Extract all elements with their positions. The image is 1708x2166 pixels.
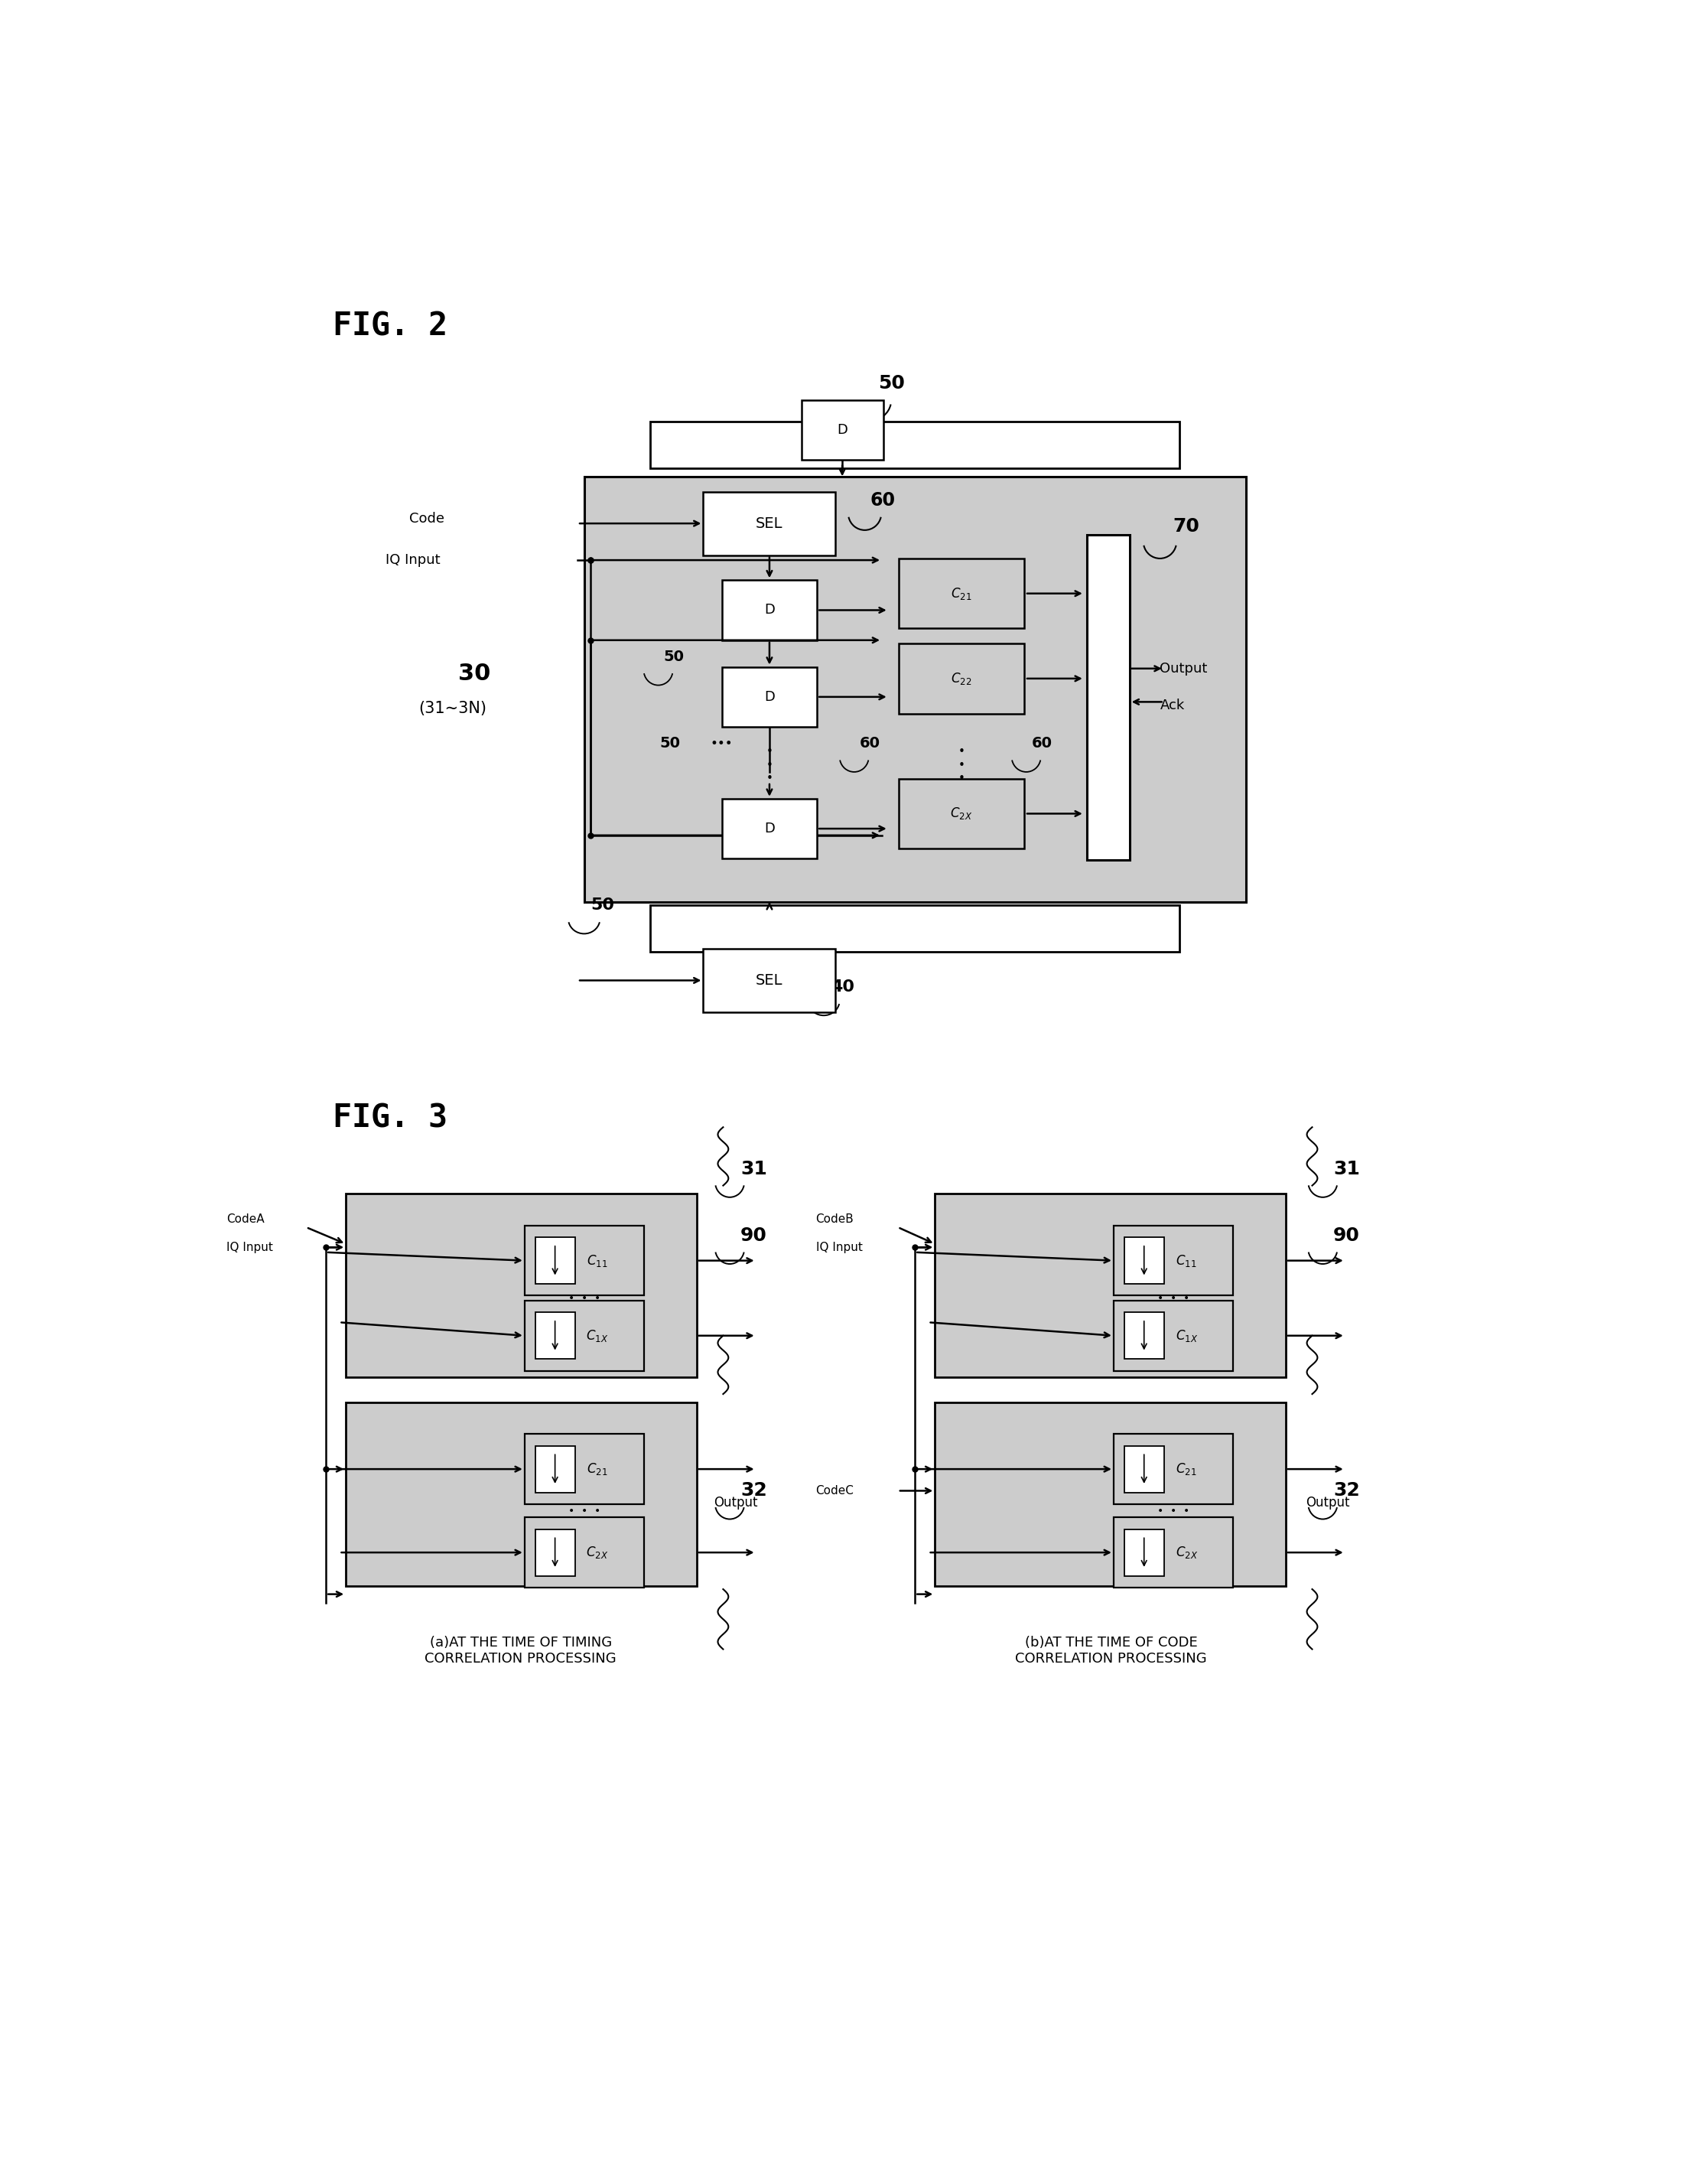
Text: D: D (763, 691, 775, 704)
Bar (1124, 1237, 1163, 1284)
Bar (722, 799, 816, 858)
Text: $C_{1X}$: $C_{1X}$ (1175, 1328, 1197, 1343)
Text: •  •  •: • • • (569, 1505, 600, 1516)
Text: 30: 30 (458, 663, 490, 684)
Bar (651, 422, 1180, 468)
Text: •  •  •: • • • (569, 1293, 600, 1304)
Bar (524, 1518, 644, 1588)
Text: FIG. 2: FIG. 2 (333, 310, 447, 342)
Text: $C_{21}$: $C_{21}$ (588, 1462, 608, 1477)
Text: •: • (767, 747, 772, 758)
Bar (1124, 1529, 1163, 1577)
Bar (801, 401, 883, 459)
Bar (934, 1193, 1286, 1378)
Bar (704, 492, 835, 554)
Text: CodeB: CodeB (816, 1213, 854, 1224)
Text: 40: 40 (810, 492, 834, 509)
Text: Ack: Ack (1160, 697, 1185, 713)
Text: FIG. 3: FIG. 3 (333, 1102, 447, 1135)
Text: •: • (958, 773, 965, 784)
Bar (535, 1237, 576, 1284)
Text: Output: Output (714, 1495, 758, 1510)
Bar (524, 1434, 644, 1503)
Bar (1114, 1434, 1233, 1503)
Text: Output: Output (1160, 661, 1208, 676)
Text: $C_{22}$: $C_{22}$ (951, 671, 972, 687)
Text: CodeA: CodeA (227, 1213, 265, 1224)
Text: D: D (837, 422, 847, 438)
Text: $C_{2X}$: $C_{2X}$ (950, 806, 972, 821)
Bar (898, 643, 1025, 713)
Bar (704, 949, 835, 1012)
Bar (345, 1401, 697, 1586)
Text: Code: Code (410, 511, 444, 526)
Text: IQ Input: IQ Input (816, 1241, 863, 1252)
Text: •: • (767, 760, 772, 771)
Text: 40: 40 (830, 979, 854, 994)
Text: IQ Input: IQ Input (386, 552, 441, 567)
Text: 70: 70 (1173, 518, 1199, 535)
Text: $C_{2X}$: $C_{2X}$ (1175, 1544, 1197, 1560)
Text: 32: 32 (740, 1482, 767, 1499)
Text: $C_{21}$: $C_{21}$ (1175, 1462, 1197, 1477)
Bar (898, 559, 1025, 628)
Text: $C_{1X}$: $C_{1X}$ (586, 1328, 608, 1343)
Bar (535, 1529, 576, 1577)
Text: •  •  •: • • • (1156, 1505, 1189, 1516)
Bar (345, 1193, 697, 1378)
Bar (524, 1300, 644, 1371)
Text: $C_{21}$: $C_{21}$ (951, 585, 972, 602)
Text: (b)AT THE TIME OF CODE
CORRELATION PROCESSING: (b)AT THE TIME OF CODE CORRELATION PROCE… (1015, 1635, 1208, 1666)
Bar (1114, 1226, 1233, 1295)
Bar (1124, 1445, 1163, 1492)
Text: 60: 60 (1032, 736, 1052, 752)
Text: 32: 32 (1334, 1482, 1360, 1499)
Text: 50: 50 (659, 736, 680, 752)
Bar (1088, 535, 1129, 860)
Text: $C_{11}$: $C_{11}$ (1175, 1252, 1197, 1269)
Bar (535, 1445, 576, 1492)
Bar (1124, 1313, 1163, 1358)
Text: •: • (767, 773, 772, 784)
Text: CodeC: CodeC (816, 1486, 854, 1497)
Text: IQ Input: IQ Input (227, 1241, 273, 1252)
Text: 90: 90 (1334, 1226, 1360, 1245)
Text: 50: 50 (591, 897, 615, 914)
Text: $C_{11}$: $C_{11}$ (588, 1252, 608, 1269)
Bar (651, 905, 1180, 953)
Text: Output: Output (1305, 1495, 1349, 1510)
Text: $C_{2X}$: $C_{2X}$ (586, 1544, 608, 1560)
Text: SEL: SEL (757, 973, 782, 988)
Text: (a)AT THE TIME OF TIMING
CORRELATION PROCESSING: (a)AT THE TIME OF TIMING CORRELATION PRO… (425, 1635, 617, 1666)
Bar (535, 1313, 576, 1358)
Text: •: • (958, 760, 965, 771)
Bar (722, 580, 816, 641)
Bar (934, 1401, 1286, 1586)
Text: 50: 50 (878, 375, 905, 392)
Text: 60: 60 (869, 492, 895, 509)
Text: •••: ••• (711, 736, 733, 749)
Text: 31: 31 (740, 1159, 767, 1178)
Text: 50: 50 (663, 650, 685, 665)
Bar (584, 477, 1247, 901)
Text: (31∼3N): (31∼3N) (418, 702, 487, 717)
Bar (524, 1226, 644, 1295)
Bar (722, 667, 816, 728)
Text: •  •  •: • • • (1156, 1293, 1189, 1304)
Bar (1114, 1300, 1233, 1371)
Text: SEL: SEL (757, 516, 782, 531)
Text: 60: 60 (859, 736, 880, 752)
Bar (898, 778, 1025, 849)
Text: 31: 31 (1334, 1159, 1360, 1178)
Bar (1114, 1518, 1233, 1588)
Text: •: • (958, 747, 965, 758)
Text: D: D (763, 821, 775, 836)
Text: 90: 90 (740, 1226, 767, 1245)
Text: D: D (763, 604, 775, 617)
